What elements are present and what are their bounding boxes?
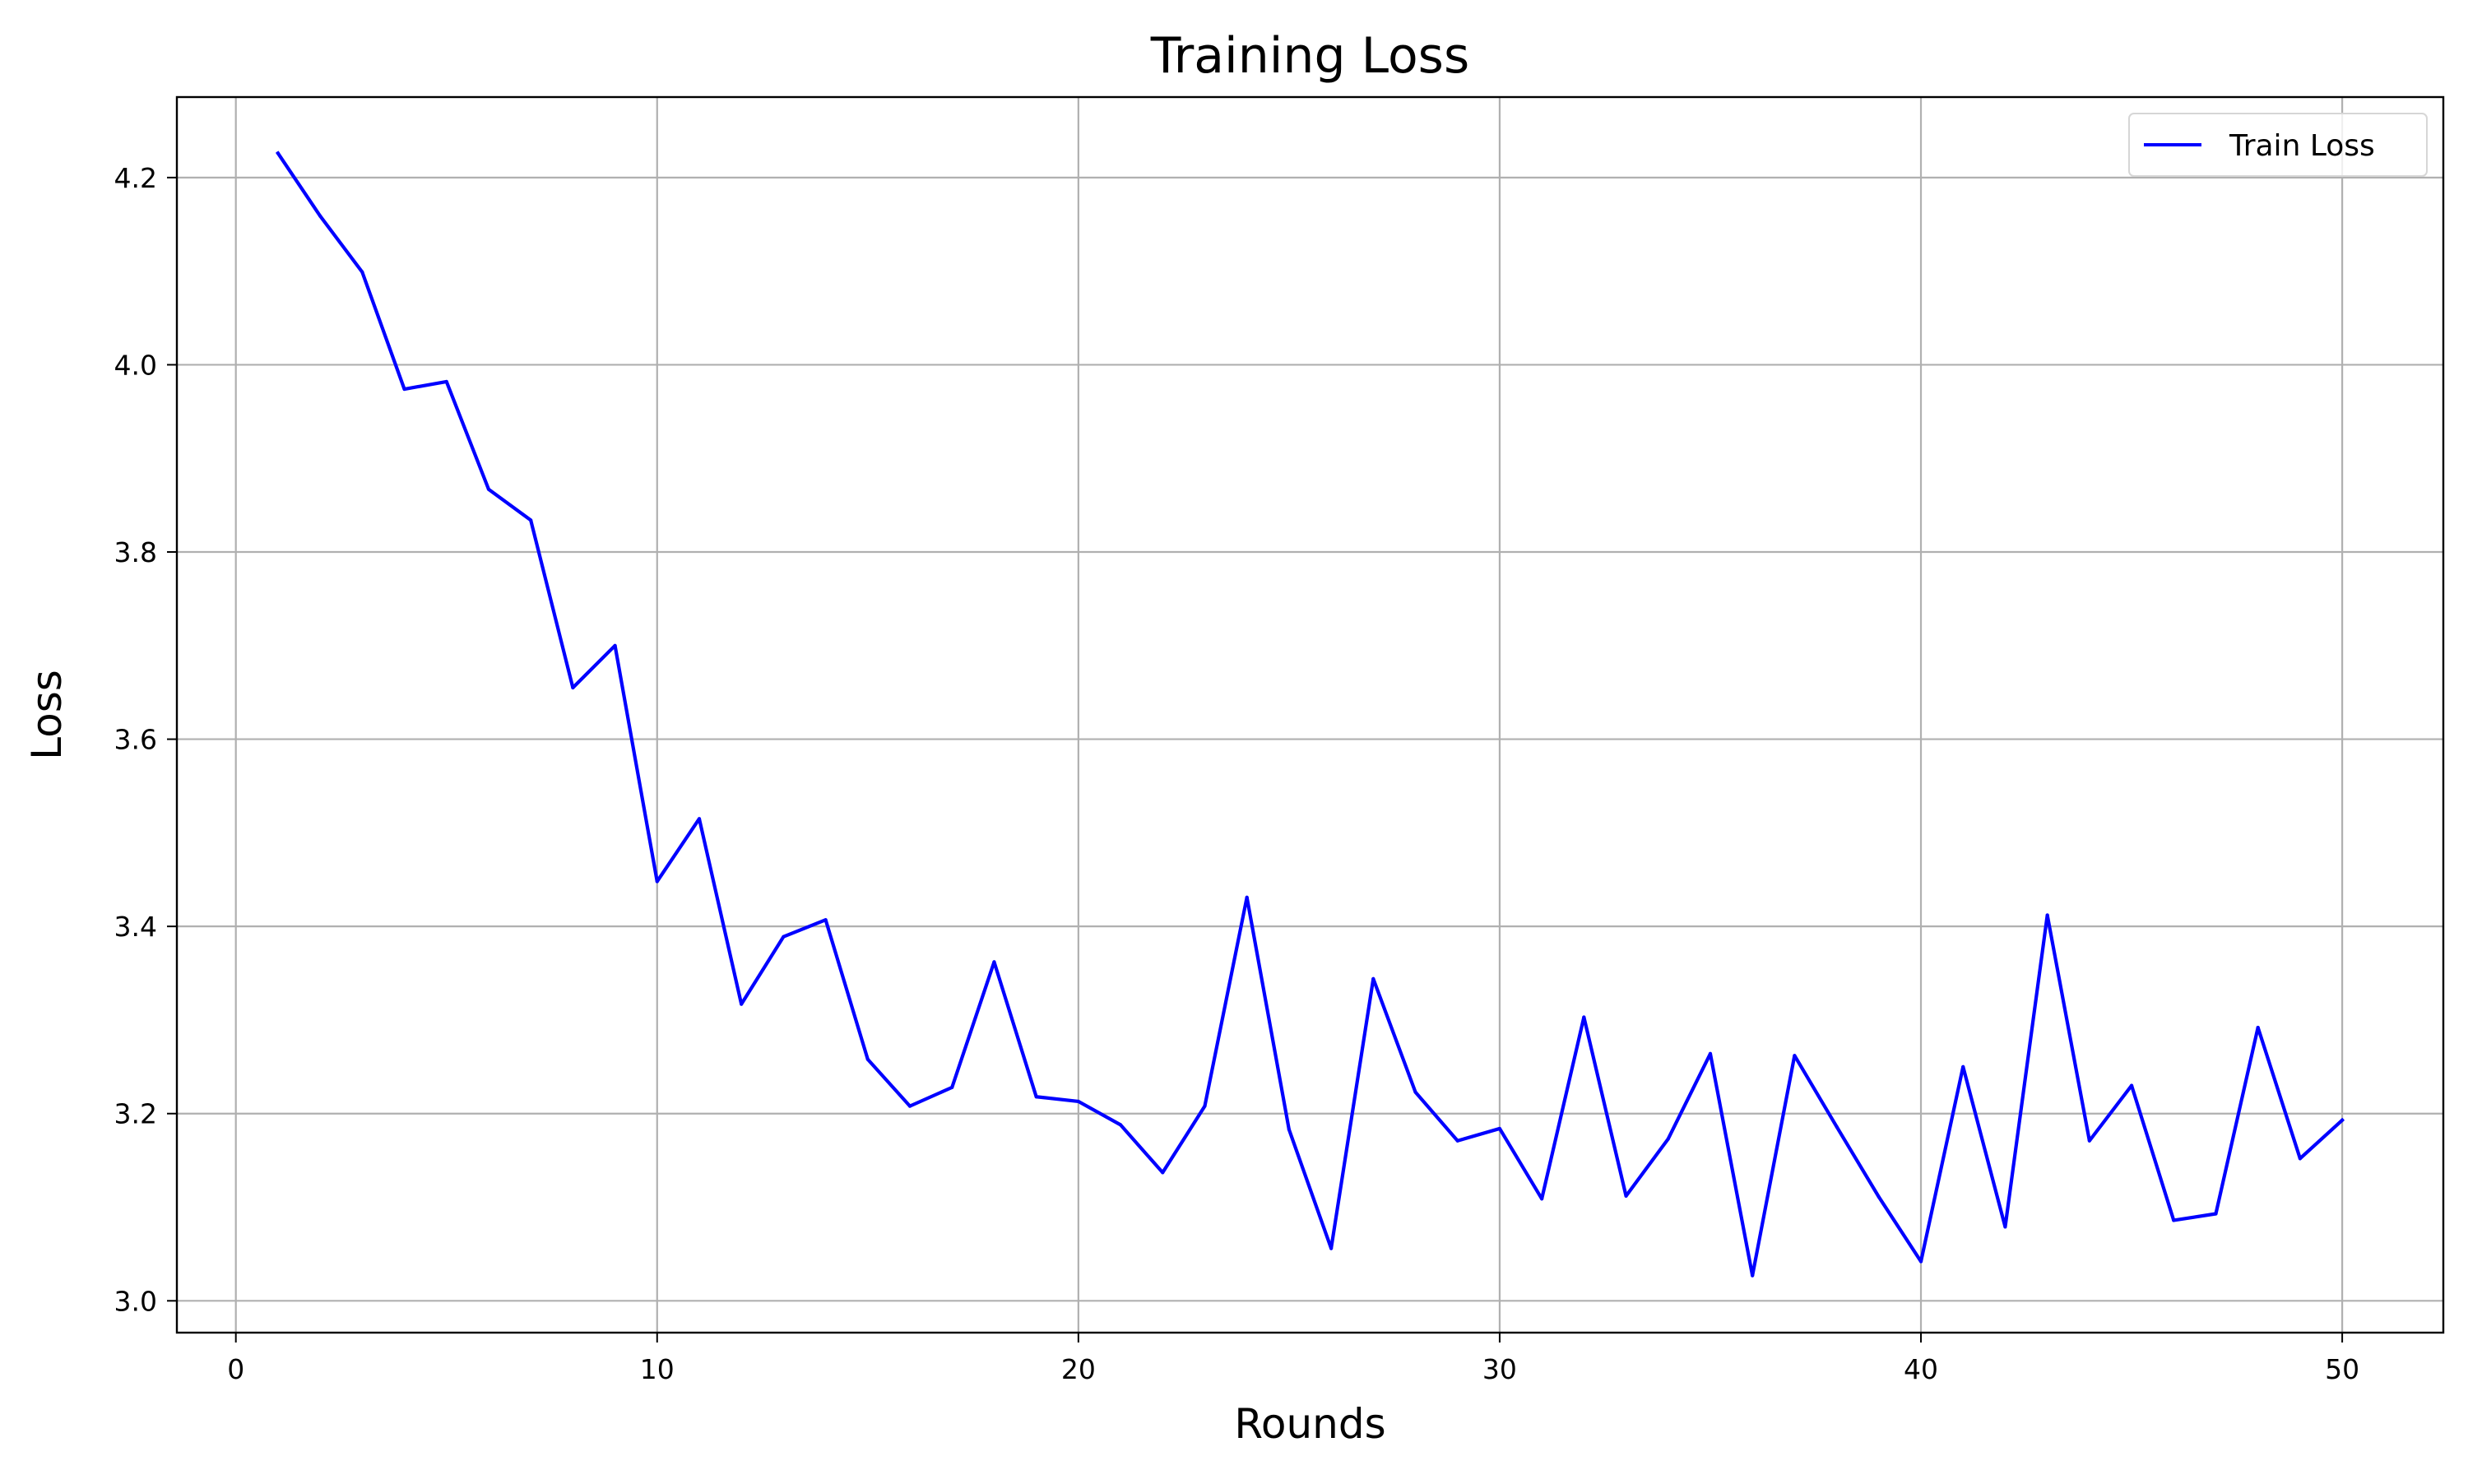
series-line-train-loss (275, 151, 2345, 1278)
data-point (1287, 1127, 1291, 1132)
data-point (1245, 895, 1249, 899)
x-tick-label: 10 (640, 1353, 675, 1385)
data-point (1118, 1123, 1123, 1127)
data-point (1161, 1171, 1165, 1175)
data-point (360, 270, 364, 274)
data-point (865, 1057, 870, 1061)
y-tick-label: 3.0 (114, 1285, 157, 1317)
grid-layer (177, 97, 2443, 1333)
data-point (992, 960, 996, 964)
data-point (2045, 913, 2049, 917)
data-point (2003, 1225, 2007, 1229)
x-tick-label: 20 (1061, 1353, 1096, 1385)
chart-title: Training Loss (1150, 27, 1469, 85)
data-point (1497, 1126, 1502, 1131)
data-point (2340, 1118, 2345, 1122)
data-point (529, 518, 533, 522)
data-point (1371, 976, 1375, 981)
data-point (2129, 1083, 2134, 1087)
data-point (740, 1002, 744, 1006)
data-point (2256, 1025, 2260, 1030)
x-axis-title: Rounds (1234, 1400, 1385, 1448)
y-tick-label: 4.0 (114, 349, 157, 381)
data-point (2172, 1218, 2176, 1222)
data-point (907, 1104, 912, 1108)
data-point (1624, 1194, 1628, 1198)
tick-layer: 0 10 20 30 40 50 3.0 3.2 3.4 3.6 3.8 4.0 4.2 (114, 162, 2360, 1385)
data-point (486, 487, 491, 491)
data-point (1540, 1197, 1544, 1201)
data-point (402, 387, 406, 392)
data-point (782, 934, 786, 939)
y-tick-label: 3.6 (114, 724, 157, 756)
data-point (1835, 1125, 1839, 1129)
legend-label-train-loss: Train Loss (2229, 129, 2375, 163)
series-layer (275, 151, 2345, 1278)
data-point (2214, 1212, 2218, 1216)
data-point (571, 685, 575, 690)
data-point (823, 918, 828, 922)
y-axis-title: Loss (23, 670, 71, 760)
legend-box (2128, 113, 2428, 177)
data-point (444, 379, 448, 384)
data-point (318, 214, 322, 218)
data-point (1076, 1099, 1080, 1104)
data-point (1413, 1090, 1417, 1094)
data-point (1666, 1137, 1670, 1141)
data-point (1455, 1139, 1459, 1143)
data-point (276, 151, 280, 155)
legend: Train Loss (2128, 113, 2428, 177)
y-tick-label: 3.4 (114, 911, 157, 943)
data-point (1708, 1051, 1713, 1056)
data-point (950, 1085, 954, 1089)
x-tick-label: 30 (1482, 1353, 1517, 1385)
x-tick-label: 50 (2325, 1353, 2359, 1385)
data-point (2298, 1157, 2302, 1161)
y-tick-label: 4.2 (114, 162, 157, 194)
data-point (697, 817, 702, 821)
data-point (655, 879, 659, 883)
plot-frame (175, 95, 2445, 1334)
data-point (1793, 1054, 1797, 1058)
data-point (1877, 1194, 1881, 1199)
data-point (1961, 1064, 1965, 1069)
y-tick-label: 3.8 (114, 536, 157, 568)
data-point (1582, 1015, 1586, 1019)
x-tick-label: 0 (227, 1353, 244, 1385)
data-point (2087, 1139, 2091, 1143)
data-point (1751, 1273, 1755, 1278)
data-point (1034, 1095, 1038, 1099)
x-tick-label: 40 (1904, 1353, 1938, 1385)
y-tick-label: 3.2 (114, 1098, 157, 1130)
data-point (1203, 1104, 1207, 1108)
data-point (1329, 1246, 1334, 1250)
data-point (1918, 1259, 1923, 1264)
data-point (613, 643, 617, 647)
